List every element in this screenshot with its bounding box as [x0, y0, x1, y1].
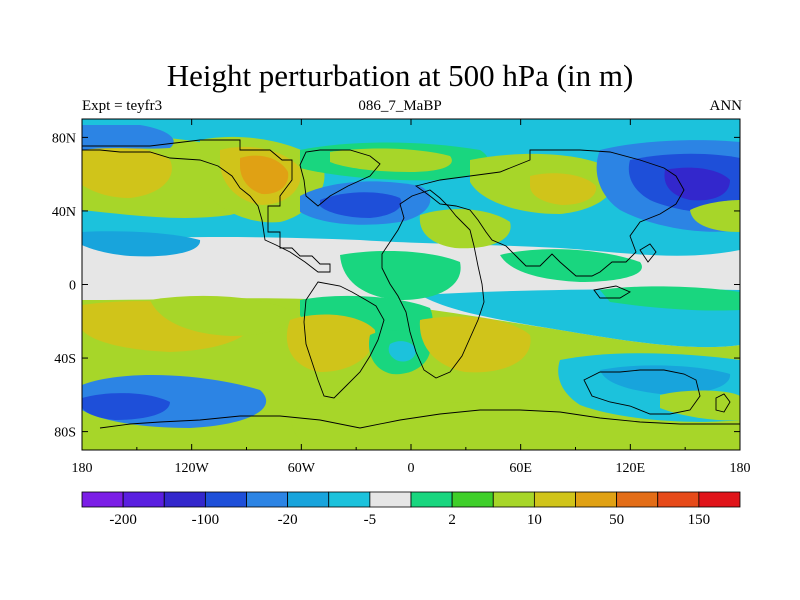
colorbar-swatch: [204, 491, 247, 508]
n-pacific-west-cyan: [82, 231, 201, 257]
s-indian-yellow: [419, 316, 531, 373]
coastline-north-america: [82, 139, 331, 273]
x-tick-label: 180: [730, 461, 751, 476]
axes: 180 120W 60W 0 60E 120E 180 80N 40N 0 40S 80S: [52, 119, 751, 476]
x-tick-label: 60E: [509, 461, 532, 476]
x-tick-label: 180: [72, 461, 93, 476]
coastline-antarctica: [99, 409, 740, 429]
season-label: ANN: [709, 98, 743, 114]
colorbar-swatch: [287, 491, 330, 508]
s-ocean-green-east: [660, 390, 740, 421]
colorbar-label: -200: [109, 512, 137, 528]
central-asia-green: [419, 209, 511, 249]
colorbar-label: 50: [609, 512, 624, 528]
tropical-pacific-green-east: [600, 286, 740, 311]
x-tick-label: 120W: [175, 461, 210, 476]
colorbar-label: 150: [688, 512, 711, 528]
e-pacific-green: [690, 200, 740, 232]
colorbar-swatch: [369, 491, 412, 508]
coastline-south-america: [303, 281, 385, 399]
colorbar-label: 2: [448, 512, 456, 528]
colorbar-swatch: [698, 491, 741, 508]
x-tick-label: 120E: [616, 461, 646, 476]
x-tick-label: 60W: [288, 461, 316, 476]
y-tick-label: 0: [69, 279, 76, 294]
plot-title: Height perturbation at 500 hPa (in m): [166, 58, 634, 93]
north-atlantic-jet-blue: [82, 125, 174, 150]
coastline-indonesia: [593, 285, 631, 299]
colorbar-swatch: [533, 491, 576, 508]
coastline-greenland: [299, 149, 381, 207]
colorbar-swatch: [575, 491, 618, 508]
coastline-europe-africa: [381, 189, 485, 379]
n-america-orange: [240, 155, 289, 195]
colorbar-swatch: [163, 491, 206, 508]
n-pacific-low-deep: [664, 167, 730, 201]
arctic-yellow: [330, 148, 452, 172]
s-america-yellow: [286, 314, 376, 372]
y-tick-label: 80S: [54, 426, 76, 441]
colorbar-swatch: [492, 491, 535, 508]
colorbar-label: -100: [192, 512, 220, 528]
coastlines: [82, 139, 740, 429]
period-label: 086_7_MaBP: [358, 98, 442, 114]
colorbar-label: -5: [364, 512, 377, 528]
colorbar-label: -20: [278, 512, 298, 528]
y-tick-label: 40S: [54, 352, 76, 367]
s-pacific-green-west: [150, 295, 291, 336]
tropical-indian-green: [500, 249, 642, 282]
colorbar: -200 -100 -20 -5 2 10 50 150: [81, 491, 741, 528]
colorbar-swatch: [328, 491, 371, 508]
experiment-label: Expt = teyfr3: [82, 98, 163, 114]
colorbar-swatch: [410, 491, 453, 508]
tropical-africa-green: [340, 250, 461, 300]
antarctic-green: [291, 400, 584, 450]
y-tick-label: 40N: [52, 205, 76, 220]
colorbar-label: 10: [527, 512, 542, 528]
n-atlantic-low-core: [320, 192, 402, 218]
s-pacific-low-core: [82, 393, 170, 420]
y-tick-label: 80N: [52, 131, 76, 146]
n-pacific-west-yellow: [82, 163, 138, 191]
colorbar-swatch: [122, 491, 165, 508]
colorbar-swatch: [616, 491, 659, 508]
contour-field: [82, 119, 740, 450]
colorbar-swatch: [657, 491, 700, 508]
coastline-eurasia: [414, 149, 685, 277]
colorbar-swatch: [451, 491, 494, 508]
s-atlantic-low: [388, 341, 416, 362]
colorbar-swatch: [81, 491, 124, 508]
coastline-new-zealand: [715, 393, 731, 413]
coastline-australia: [583, 369, 701, 415]
coastline-japan: [639, 243, 657, 263]
siberia-yellow: [530, 173, 597, 205]
colorbar-swatch: [246, 491, 289, 508]
x-tick-label: 0: [408, 461, 415, 476]
